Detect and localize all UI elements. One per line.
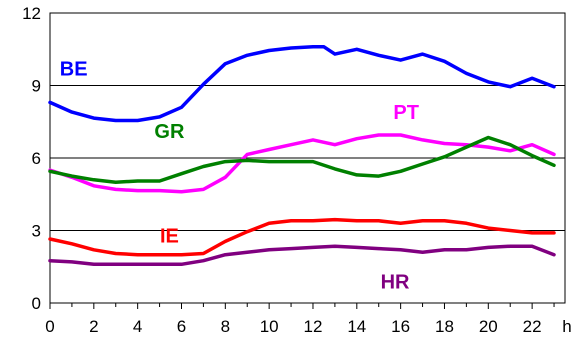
x-unit-label: h: [562, 317, 571, 336]
plot-frame: [49, 12, 566, 304]
x-tick-label: 18: [435, 317, 454, 336]
series-line-hr: [48, 244, 556, 267]
y-tick-label: 6: [32, 149, 41, 168]
series-label-hr: HR: [381, 271, 410, 293]
grid-lines: [50, 12, 565, 304]
y-tick-label: 9: [32, 77, 41, 96]
series-line-be: [48, 45, 556, 123]
series-labels: BE PT GR IE HR: [60, 59, 419, 294]
axes: 0 3 6 9 12 0 2 4 6 8 10 12 14 16 18 20 22 h: [22, 4, 572, 336]
x-tick-label: 20: [479, 317, 498, 336]
x-tick-label: 14: [347, 317, 366, 336]
x-tick-label: 0: [45, 317, 54, 336]
y-tick-label: 3: [32, 222, 41, 241]
series-line-ie: [48, 217, 556, 257]
x-tick-label: 2: [89, 317, 98, 336]
x-tick-label: 12: [304, 317, 323, 336]
x-tick-label: 4: [133, 317, 142, 336]
y-tick-label: 12: [22, 4, 41, 23]
x-tick-label: 10: [260, 317, 279, 336]
y-tick-label: 0: [32, 294, 41, 313]
series-label-ie: IE: [160, 225, 179, 247]
x-tick-label: 8: [221, 317, 230, 336]
series-label-pt: PT: [393, 102, 419, 124]
x-tick-label: 22: [523, 317, 542, 336]
series-lines: [48, 45, 556, 267]
x-tick-label: 16: [391, 317, 410, 336]
series-label-gr: GR: [154, 121, 185, 143]
series-label-be: BE: [60, 59, 88, 81]
series-line-gr: [48, 135, 556, 184]
x-tick-label: 6: [177, 317, 186, 336]
